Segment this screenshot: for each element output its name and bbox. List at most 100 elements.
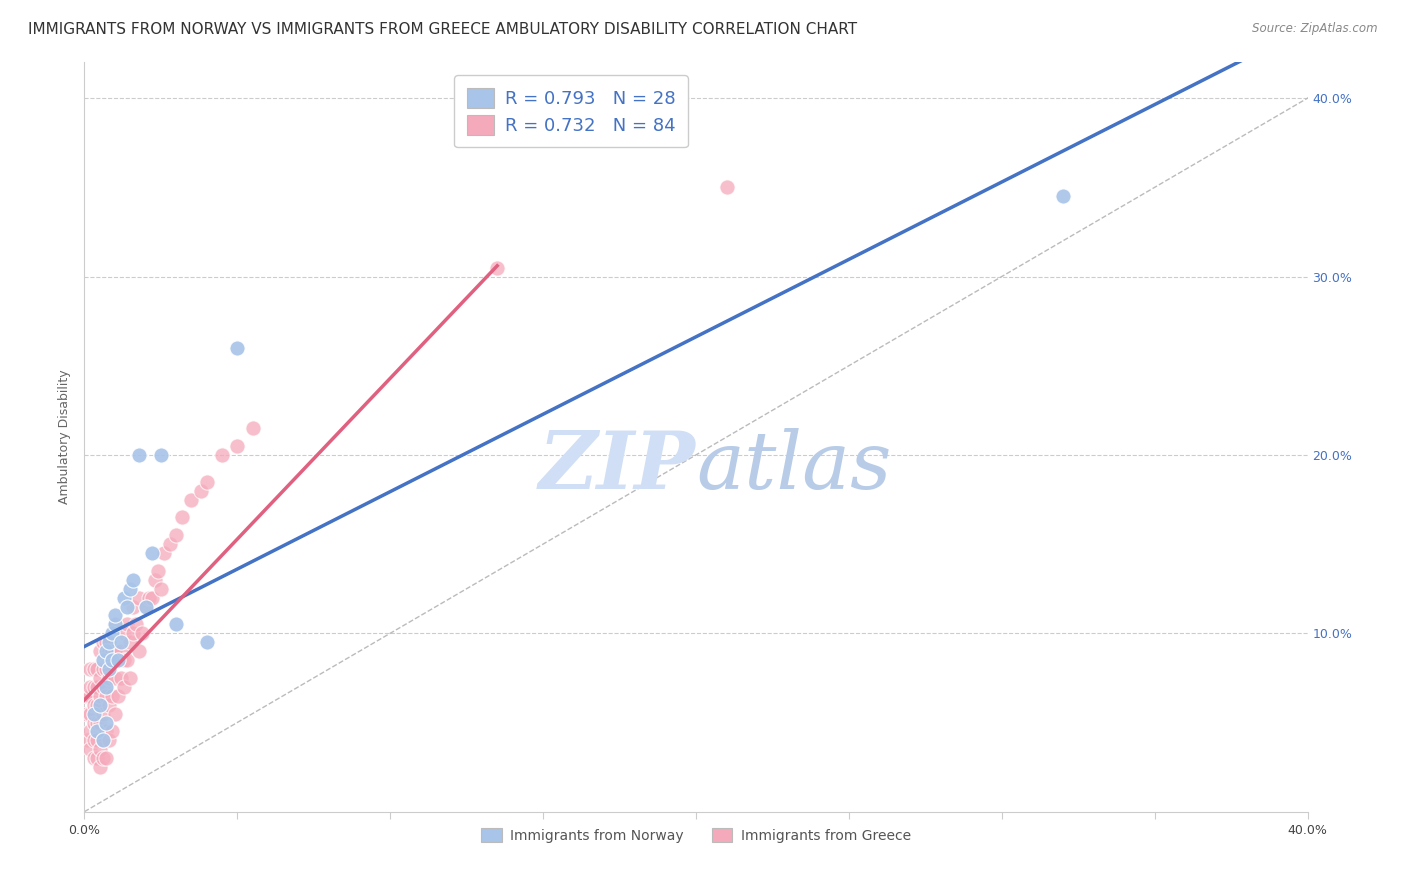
Point: [180, 492, 202, 507]
Point: [112, 680, 135, 694]
Point: [153, 546, 176, 560]
Point: [76, 689, 98, 703]
Y-axis label: Ambulatory Disability: Ambulatory Disability: [58, 370, 72, 504]
Point: [101, 724, 124, 739]
Point: [143, 573, 166, 587]
Point: [135, 599, 157, 614]
Point: [86, 680, 108, 694]
Point: [91, 635, 114, 649]
Point: [115, 617, 138, 632]
Point: [125, 617, 148, 632]
Point: [107, 653, 129, 667]
Point: [211, 448, 233, 462]
Point: [89, 644, 111, 658]
Point: [112, 591, 135, 605]
Point: [94, 644, 117, 658]
Point: [190, 483, 212, 498]
Point: [86, 724, 108, 739]
Point: [76, 706, 98, 721]
Text: IMMIGRANTS FROM NORWAY VS IMMIGRANTS FROM GREECE AMBULATORY DISABILITY CORRELATI: IMMIGRANTS FROM NORWAY VS IMMIGRANTS FRO…: [28, 22, 858, 37]
Point: [79, 662, 101, 676]
Point: [94, 715, 117, 730]
Text: ZIP: ZIP: [538, 428, 696, 506]
Text: Source: ZipAtlas.com: Source: ZipAtlas.com: [1253, 22, 1378, 36]
Point: [79, 689, 101, 703]
Point: [83, 662, 105, 676]
Point: [115, 653, 138, 667]
Point: [110, 671, 132, 685]
Point: [86, 698, 108, 712]
Point: [716, 180, 738, 194]
Point: [110, 644, 132, 658]
Point: [83, 715, 105, 730]
Point: [83, 706, 105, 721]
Point: [149, 582, 172, 596]
Point: [486, 260, 509, 275]
Point: [149, 448, 172, 462]
Point: [91, 680, 114, 694]
Text: atlas: atlas: [696, 428, 891, 506]
Point: [101, 689, 124, 703]
Point: [104, 644, 127, 658]
Point: [115, 599, 138, 614]
Point: [91, 653, 114, 667]
Point: [86, 715, 108, 730]
Point: [122, 599, 145, 614]
Point: [128, 644, 150, 658]
Point: [107, 653, 129, 667]
Point: [110, 635, 132, 649]
Point: [104, 671, 127, 685]
Point: [86, 662, 108, 676]
Point: [97, 698, 120, 712]
Point: [122, 573, 145, 587]
Point: [83, 751, 105, 765]
Point: [112, 626, 135, 640]
Point: [94, 751, 117, 765]
Point: [226, 439, 249, 453]
Point: [138, 591, 160, 605]
Point: [172, 510, 194, 524]
Point: [89, 760, 111, 774]
Point: [195, 475, 218, 489]
Point: [79, 742, 101, 756]
Point: [159, 537, 181, 551]
Point: [146, 564, 169, 578]
Point: [165, 528, 187, 542]
Point: [141, 591, 163, 605]
Point: [242, 421, 264, 435]
Point: [97, 671, 120, 685]
Point: [97, 733, 120, 747]
Point: [112, 653, 135, 667]
Point: [94, 689, 117, 703]
Point: [89, 715, 111, 730]
Point: [97, 644, 120, 658]
Point: [107, 689, 129, 703]
Point: [91, 733, 114, 747]
Point: [91, 733, 114, 747]
Point: [83, 698, 105, 712]
Point: [97, 662, 120, 676]
Point: [101, 626, 124, 640]
Point: [128, 591, 150, 605]
Point: [128, 448, 150, 462]
Point: [122, 626, 145, 640]
Point: [83, 680, 105, 694]
Point: [91, 751, 114, 765]
Point: [165, 617, 187, 632]
Point: [104, 617, 127, 632]
Point: [104, 608, 127, 623]
Point: [89, 689, 111, 703]
Point: [94, 662, 117, 676]
Point: [76, 733, 98, 747]
Point: [89, 742, 111, 756]
Point: [101, 644, 124, 658]
Point: [104, 706, 127, 721]
Point: [91, 706, 114, 721]
Point: [94, 635, 117, 649]
Point: [91, 662, 114, 676]
Point: [120, 671, 142, 685]
Point: [94, 724, 117, 739]
Point: [86, 751, 108, 765]
Point: [135, 599, 157, 614]
Point: [195, 635, 218, 649]
